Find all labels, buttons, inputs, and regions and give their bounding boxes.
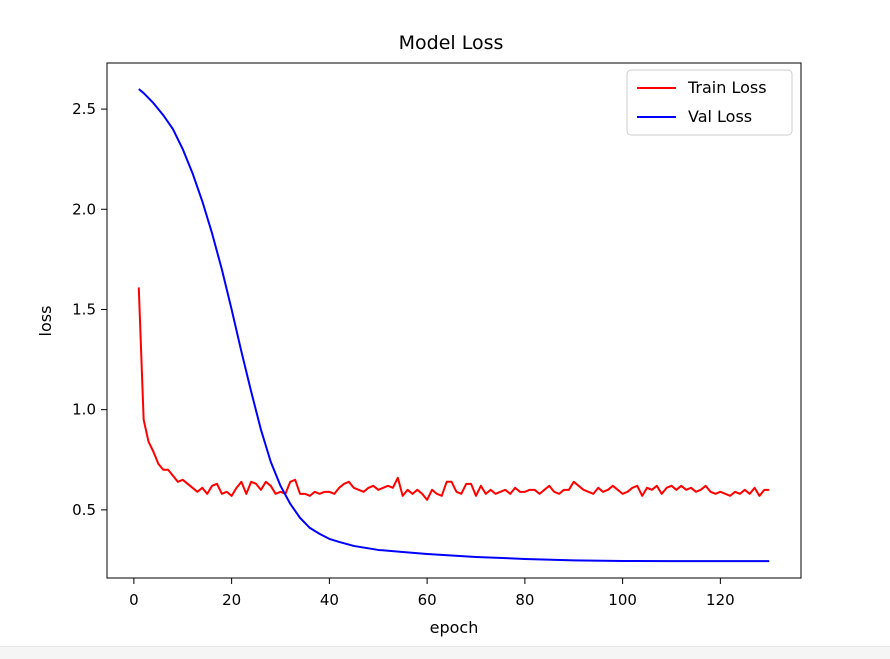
- y-axis-label: loss: [36, 306, 55, 337]
- x-tick-label: 60: [418, 591, 437, 609]
- y-tick-label: 1.5: [72, 300, 96, 318]
- x-tick-label: 100: [608, 591, 637, 609]
- chart-title: Model Loss: [399, 32, 504, 54]
- plot-frame: [106, 62, 802, 579]
- legend-box: [626, 69, 793, 136]
- bottom-strip: [0, 646, 890, 659]
- x-axis-ticks: 0 20 40 60 80 100 120: [129, 578, 735, 609]
- legend-train-label: Train Loss: [687, 78, 767, 97]
- y-tick-label: 2.5: [72, 100, 96, 118]
- plot-area: [107, 63, 801, 578]
- x-tick-label: 20: [222, 591, 241, 609]
- x-axis-label: epoch: [430, 618, 479, 637]
- x-tick-label: 40: [320, 591, 339, 609]
- x-tick-label: 120: [706, 591, 735, 609]
- legend-val-label: Val Loss: [688, 107, 752, 126]
- train-loss-line: [137, 287, 770, 501]
- y-tick-label: 2.0: [72, 200, 96, 218]
- y-tick-label: 1.0: [72, 401, 96, 419]
- series-layer: [137, 88, 770, 563]
- y-axis-ticks: 0.5 1.0 1.5 2.0 2.5: [72, 100, 107, 519]
- x-tick-label: 80: [515, 591, 534, 609]
- plot-background: [107, 63, 801, 578]
- val-loss-line: [138, 88, 770, 563]
- y-tick-label: 0.5: [72, 501, 96, 519]
- legend: Train Loss Val Loss: [626, 69, 793, 136]
- x-tick-label: 0: [129, 591, 139, 609]
